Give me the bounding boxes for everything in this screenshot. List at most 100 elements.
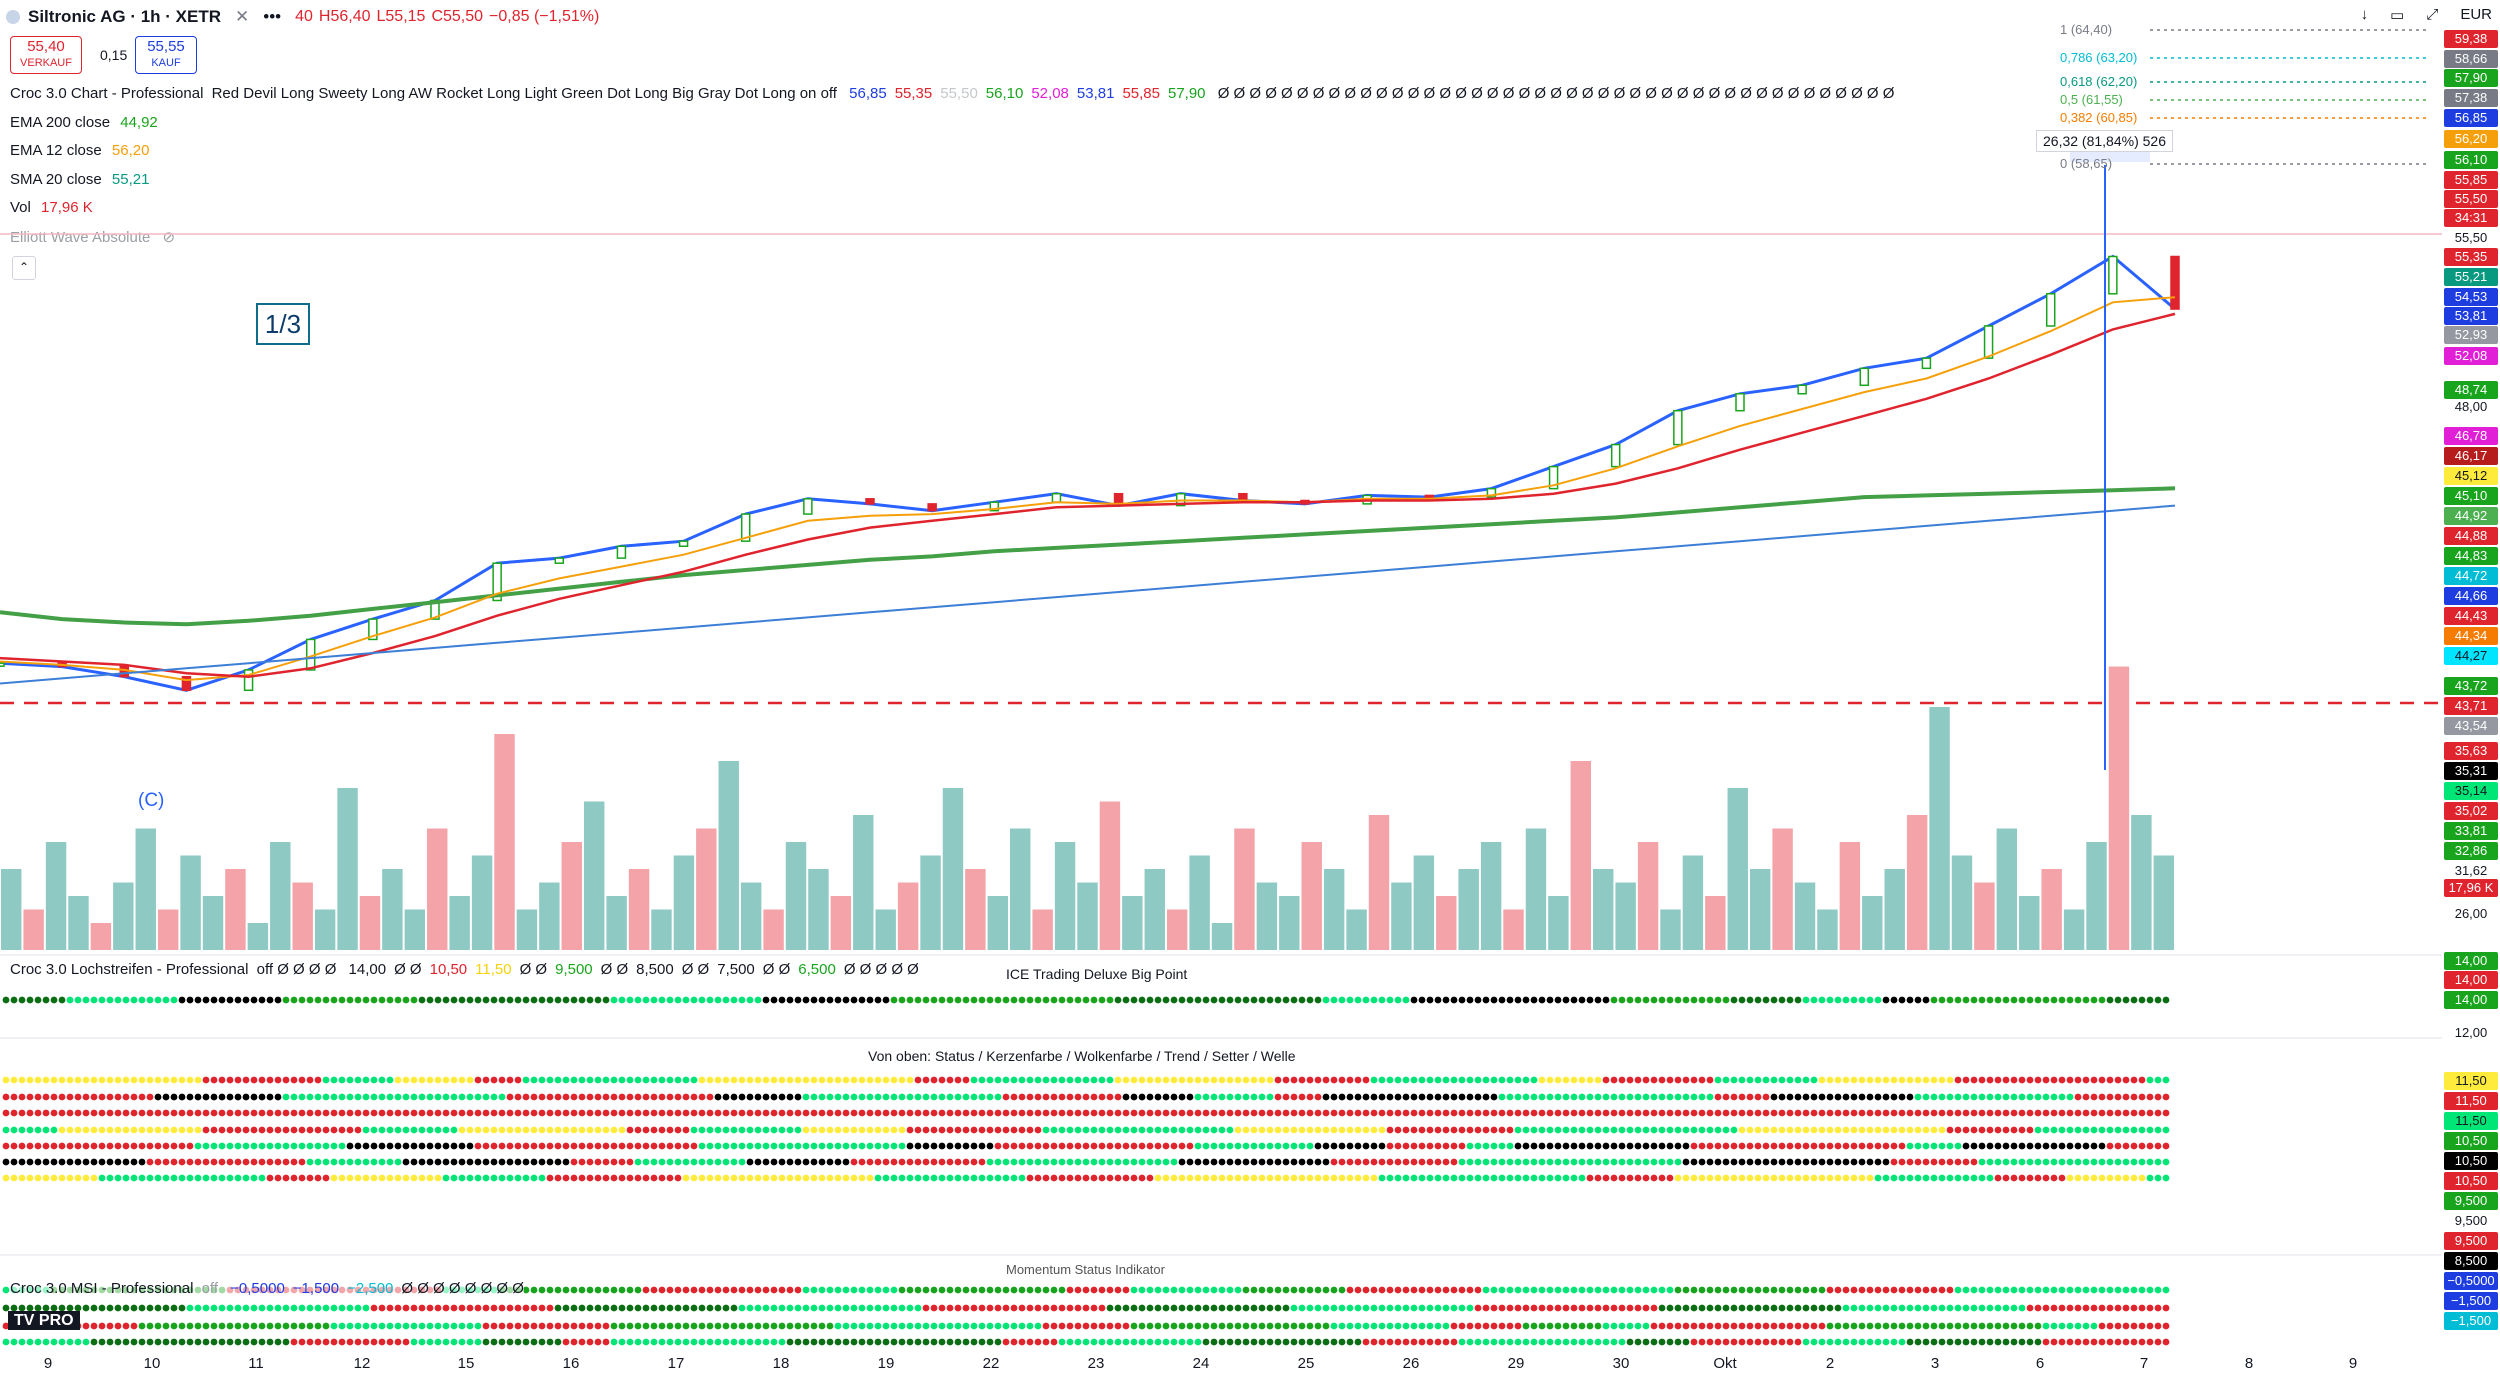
main-chart[interactable]: 9 10 11 12 15 16 17 18 19 22 23 24 25 26 29 30 Okt 2 3 6 7 8 9 (0, 0, 2442, 1375)
sma20-value: 55,21 (111, 171, 150, 188)
more-icon[interactable]: ••• (263, 7, 282, 26)
close-icon[interactable]: ✕ (235, 7, 250, 26)
x-tick-6: 17 (668, 1355, 685, 1372)
price-label-56: 8,500 (2444, 1252, 2498, 1270)
top-bar: Siltronic AG · 1h · XETR ✕ ••• 40 H56,40… (0, 0, 2500, 34)
ohlc-change: −0,85 (−1,51%) (489, 8, 600, 25)
volume-bar-26 (583, 801, 605, 950)
ema200-value: 44,92 (120, 114, 158, 131)
croc-legend[interactable]: Croc 3.0 Chart - Professional Red Devil … (10, 85, 1894, 102)
volume-bar-5 (113, 882, 134, 950)
arrow-down-icon[interactable]: ↓ (2360, 6, 2369, 23)
croc-value-3: 56,10 (985, 85, 1024, 102)
series-line-0 (0, 254, 2176, 692)
croc-value-1: 55,35 (894, 85, 933, 102)
price-label-0: 59,38 (2444, 30, 2498, 48)
volume-bar-2 (45, 842, 67, 950)
volume-bar-53 (1189, 855, 1210, 950)
wave-c-label[interactable]: (C) (138, 790, 165, 811)
measure-label[interactable]: 26,32 (81,84%) 526 (2036, 130, 2173, 152)
candle-27 (1673, 409, 1683, 446)
collapse-legend-button[interactable]: ⌃ (12, 256, 36, 280)
series-line-4 (0, 504, 2176, 685)
volume-bar-71 (1593, 869, 1614, 950)
dot-strip-row-9 (2, 1304, 2170, 1312)
volume-bar-40 (897, 882, 919, 950)
fib-label-0: 1 (64,40) (2060, 22, 2113, 37)
dot-strip-row-3 (2, 1109, 2170, 1117)
price-label-15: 52,93 (2444, 326, 2498, 344)
dot-strip-row-11 (2, 1338, 2170, 1346)
loch-value-11: 6,500 (798, 961, 836, 978)
candle-13 (803, 498, 813, 515)
vol-legend[interactable]: Vol 17,96 K (10, 199, 93, 216)
price-label-30: 44,27 (2444, 647, 2498, 665)
currency-label[interactable]: EUR (2460, 6, 2492, 23)
price-label-22: 45,10 (2444, 487, 2498, 505)
symbol-title[interactable]: Siltronic AG · 1h · XETR (28, 7, 221, 26)
msi-value-3: Ø Ø Ø Ø Ø Ø Ø Ø (401, 1280, 524, 1297)
price-label-29: 44,34 (2444, 627, 2498, 645)
croc-value-0: 56,85 (849, 85, 887, 102)
dot-strip-row-5 (2, 1142, 2170, 1150)
x-tick-22: 9 (2349, 1355, 2357, 1372)
price-label-57: −0,5000 (2444, 1272, 2498, 1290)
loch-value-3: 11,50 (475, 961, 512, 978)
sell-button[interactable]: 55,40 VERKAUF (10, 36, 82, 74)
volume-bar-72 (1615, 882, 1636, 950)
dot-strip-row-1 (2, 1076, 2170, 1084)
volume-bar-81 (1817, 909, 1838, 950)
loch-value-7: 8,500 (636, 961, 674, 978)
msi-value-0: −0,5000 (230, 1280, 285, 1297)
ema200-legend[interactable]: EMA 200 close 44,92 (10, 114, 158, 131)
x-tick-13: 26 (1403, 1355, 1420, 1372)
volume-bar-79 (1772, 828, 1793, 950)
window-icon[interactable]: ▭ (2390, 7, 2405, 24)
fib-label-4: 0,382 (60,85) (2060, 110, 2138, 125)
croc-value-4: 52,08 (1031, 85, 1069, 102)
price-label-36: 35,14 (2444, 782, 2498, 800)
series-line-3 (0, 312, 2176, 678)
expand-icon[interactable]: ⤢ (2426, 6, 2439, 23)
right-toolbar: ↓ ▭ ⤢ EUR (2361, 6, 2492, 24)
price-label-23: 44,92 (2444, 507, 2498, 525)
price-label-17: 48,74 (2444, 381, 2498, 399)
volume-bar-28 (628, 869, 650, 950)
candle-33 (2045, 293, 2056, 327)
volume-bar-69 (1548, 896, 1569, 950)
croc-value-7: 57,90 (1167, 85, 1206, 102)
candle-11 (678, 540, 689, 548)
volume-bar-47 (1054, 842, 1076, 950)
price-label-40: 31,62 (2454, 863, 2488, 878)
msi-legend[interactable]: Croc 3.0 MSI - Professional off −0,5000−… (10, 1280, 524, 1297)
buy-button[interactable]: 55,55 KAUF (135, 36, 197, 74)
price-label-46: 12,00 (2454, 1025, 2488, 1040)
price-label-31: 43,72 (2444, 677, 2498, 695)
wave-box-label[interactable]: 1/3 (256, 303, 310, 345)
volume-bar-54 (1211, 923, 1233, 950)
volume-bar-88 (1974, 882, 1995, 950)
price-label-53: 9,500 (2444, 1192, 2498, 1210)
volume-bar-1 (23, 909, 44, 950)
price-label-27: 44,66 (2444, 587, 2498, 605)
ema12-legend[interactable]: EMA 12 close 56,20 (10, 142, 149, 159)
candle-15 (927, 503, 937, 512)
croc-value-5: 53,81 (1076, 85, 1115, 102)
volume-bar-76 (1705, 896, 1726, 950)
x-tick-14: 29 (1508, 1355, 1525, 1372)
price-label-54: 9,500 (2454, 1213, 2488, 1228)
price-axis[interactable]: 59,38 58,66 57,90 57,38 56,85 56,20 56,10 55,85… (2442, 0, 2500, 1375)
symbol-icon (6, 10, 20, 24)
volume-bar-91 (2041, 869, 2062, 950)
lochstreifen-legend[interactable]: Croc 3.0 Lochstreifen - Professional off… (10, 961, 919, 978)
sma20-legend[interactable]: SMA 20 close 55,21 (10, 171, 149, 188)
volume-bar-65 (1458, 869, 1479, 950)
volume-bar-50 (1122, 896, 1143, 950)
croc-legend-params: Red Devil Long Sweety Long AW Rocket Lon… (211, 85, 837, 102)
msi-value-1: −1,500 (292, 1280, 340, 1297)
dot-strip-row-2 (2, 1093, 2170, 1101)
volume-bar-96 (2153, 855, 2174, 950)
price-label-33: 43,54 (2444, 717, 2498, 735)
candle-3 (181, 675, 192, 692)
price-label-28: 44,43 (2444, 607, 2498, 625)
